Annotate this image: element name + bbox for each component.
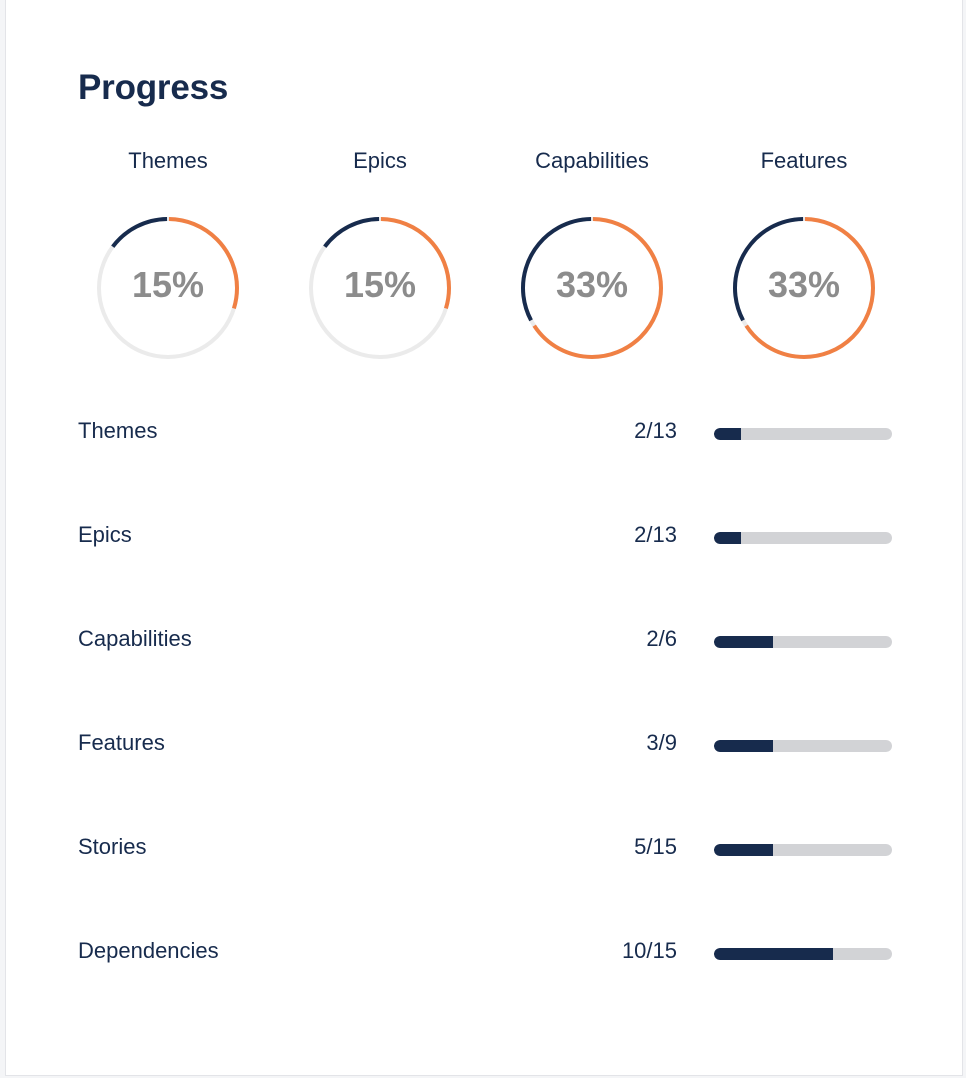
donut-capabilities: Capabilities 33%	[492, 148, 692, 368]
donut-chart	[97, 217, 239, 359]
row-label: Capabilities	[78, 626, 192, 651]
progress-card: Progress Themes 15% Epics 15% Capabiliti…	[5, 0, 963, 1076]
donut-arc-orange	[309, 217, 451, 359]
progress-bar	[714, 636, 892, 648]
donut-percent: 15%	[131, 264, 205, 305]
progress-bar-fill	[714, 428, 742, 440]
progress-bar-fill	[714, 740, 774, 752]
donut-chart	[733, 217, 875, 359]
row-label: Features	[78, 730, 165, 755]
donut-percent: 15%	[343, 264, 417, 305]
row-label: Stories	[78, 834, 147, 859]
donut-arc-orange	[733, 217, 875, 359]
donut-themes: Themes 15%	[68, 148, 268, 368]
donut-percent: 33%	[767, 264, 841, 305]
progress-row-epics: Epics 2/13	[78, 522, 892, 552]
row-label: Epics	[78, 522, 132, 547]
row-count: 2/13	[634, 522, 677, 547]
progress-bar-fill	[714, 948, 833, 960]
progress-row-features: Features 3/9	[78, 730, 892, 760]
donut-label: Capabilities	[535, 148, 649, 173]
row-count: 2/13	[634, 418, 677, 443]
progress-row-stories: Stories 5/15	[78, 834, 892, 864]
donut-chart	[521, 217, 663, 359]
progress-bar	[714, 844, 892, 856]
row-count: 3/9	[646, 730, 677, 755]
row-count: 5/15	[634, 834, 677, 859]
row-label: Dependencies	[78, 938, 219, 963]
donut-label: Epics	[353, 148, 407, 173]
donut-percent: 33%	[555, 264, 629, 305]
donut-epics: Epics 15%	[280, 148, 480, 368]
donut-chart	[309, 217, 451, 359]
donut-features: Features 33%	[704, 148, 904, 368]
progress-bar	[714, 428, 892, 440]
donut-label: Themes	[128, 148, 208, 173]
row-count: 10/15	[621, 938, 677, 963]
progress-row-dependencies: Dependencies 10/15	[78, 938, 892, 968]
progress-row-themes: Themes 2/13	[78, 418, 892, 448]
donut-arc-navy	[521, 217, 663, 359]
donut-arc-orange	[521, 217, 663, 359]
progress-bar	[714, 532, 892, 544]
donut-arc-navy	[733, 217, 875, 359]
row-label: Themes	[78, 418, 158, 443]
donut-arc-orange	[97, 217, 239, 359]
progress-bar	[714, 740, 892, 752]
progress-bar-fill	[714, 636, 774, 648]
page-title: Progress	[78, 68, 229, 107]
progress-bar-fill	[714, 532, 742, 544]
row-count: 2/6	[646, 626, 677, 651]
donut-label: Features	[760, 148, 848, 173]
progress-row-capabilities: Capabilities 2/6	[78, 626, 892, 656]
progress-bar	[714, 948, 892, 960]
progress-bar-fill	[714, 844, 774, 856]
